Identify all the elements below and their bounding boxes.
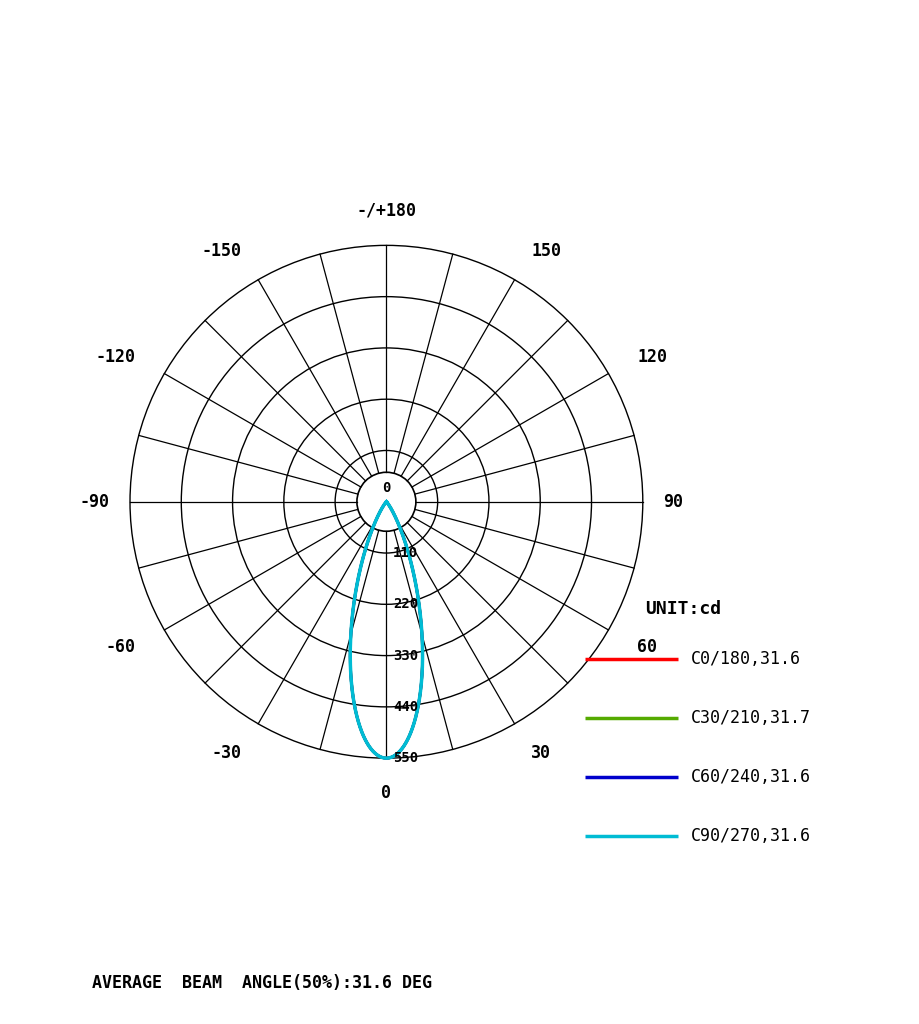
Text: 0: 0	[381, 783, 391, 802]
Text: -120: -120	[96, 348, 135, 366]
Text: C30/210,31.7: C30/210,31.7	[690, 709, 811, 727]
Text: C60/240,31.6: C60/240,31.6	[690, 768, 811, 785]
Text: -150: -150	[201, 242, 242, 260]
Text: 330: 330	[392, 648, 417, 663]
Text: C90/270,31.6: C90/270,31.6	[690, 826, 811, 845]
Text: 440: 440	[392, 699, 417, 714]
Text: 60: 60	[637, 638, 656, 655]
Text: C0/180,31.6: C0/180,31.6	[690, 649, 800, 668]
Text: 110: 110	[392, 546, 417, 560]
Text: -30: -30	[211, 743, 242, 762]
Text: -/+180: -/+180	[356, 202, 416, 220]
Text: 550: 550	[392, 752, 417, 765]
Text: 0: 0	[381, 481, 391, 496]
Text: AVERAGE  BEAM  ANGLE(50%):31.6 DEG: AVERAGE BEAM ANGLE(50%):31.6 DEG	[92, 974, 432, 992]
Text: 220: 220	[392, 597, 417, 611]
Text: UNIT:cd: UNIT:cd	[644, 600, 720, 617]
Text: -90: -90	[79, 493, 109, 511]
Text: 30: 30	[530, 743, 550, 762]
Text: 90: 90	[663, 493, 683, 511]
Text: 150: 150	[530, 242, 561, 260]
Text: -60: -60	[106, 638, 135, 655]
Text: 120: 120	[637, 348, 666, 366]
